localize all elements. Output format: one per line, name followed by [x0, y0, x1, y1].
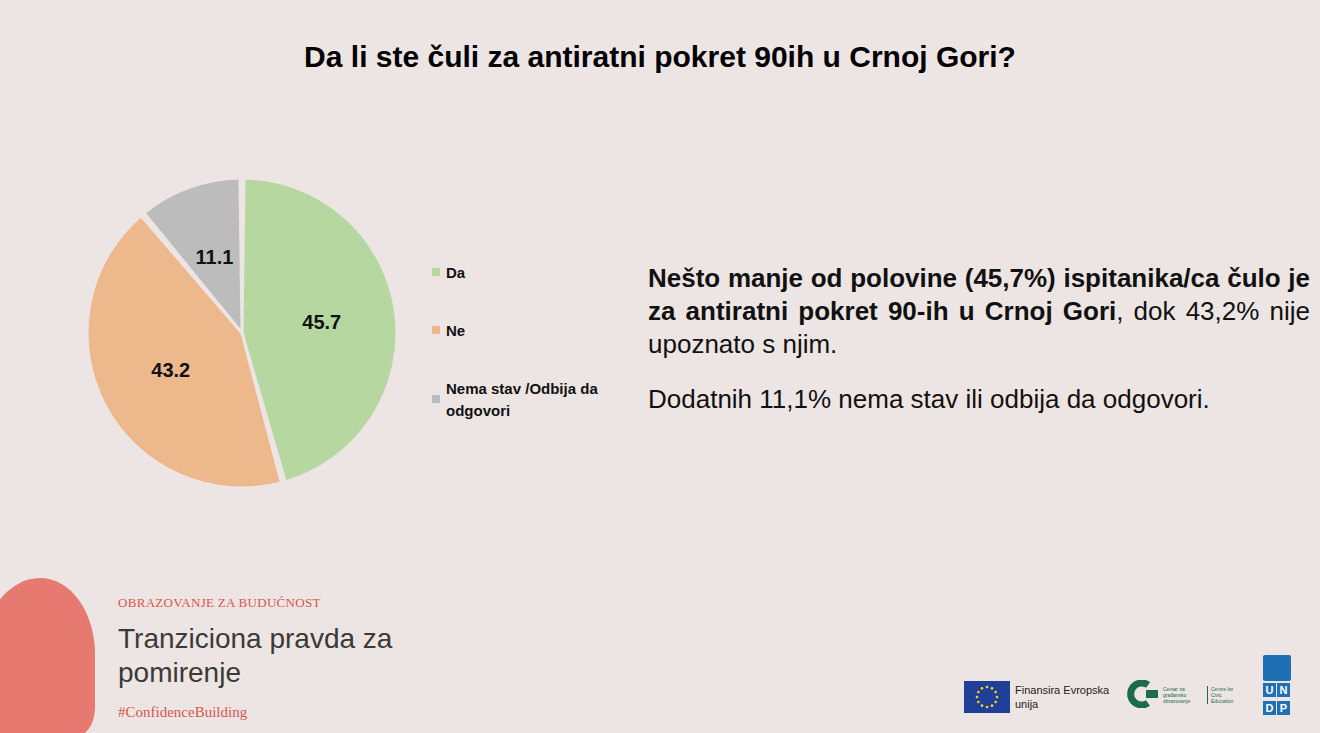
html-text:OBRAZOVANJE ZA BUDUĆNOST: OBRAZOVANJE ZA BUDUĆNOST: [118, 595, 321, 610]
svg-text:odgovori: odgovori: [446, 402, 510, 419]
svg-text:Da: Da: [446, 264, 466, 281]
html-text:N: N: [1279, 684, 1288, 696]
html-text:Finansira Evropska unija: Finansira Evropska unija: [1015, 684, 1110, 710]
svg-text:Da li ste čuli za antiratni po: Da li ste čuli za antiratni pokret 90ih …: [304, 40, 1016, 73]
html-text:P: P: [1279, 702, 1288, 714]
svg-text:Nema stav /Odbija da: Nema stav /Odbija da: [446, 380, 602, 397]
svg-text:Ne: Ne: [446, 322, 465, 339]
html-text:U: U: [1265, 684, 1274, 696]
html-text:D: D: [1265, 702, 1274, 714]
svg-text:43.2: 43.2: [151, 359, 190, 381]
svg-text:45.7: 45.7: [302, 311, 341, 333]
html-text:Nešto manje od polovine (45,7%: Nešto manje od polovine (45,7%) ispitani…: [648, 263, 1310, 359]
svg-text:11.1: 11.1: [196, 246, 234, 268]
html-text:Centre for Civic Education: Centre for Civic Education: [1211, 686, 1234, 704]
html-text:#ConfidenceBuilding: #ConfidenceBuilding: [118, 704, 248, 720]
html-text:Centar za građansko obrazovanj: Centar za građansko obrazovanje: [1163, 686, 1191, 704]
html-text:Dodatnih 11,1% nema stav ili o: Dodatnih 11,1% nema stav ili odbija da o…: [648, 384, 1210, 414]
html-text:Tranziciona pravda za pomirenj: Tranziciona pravda za pomirenje: [118, 623, 393, 688]
